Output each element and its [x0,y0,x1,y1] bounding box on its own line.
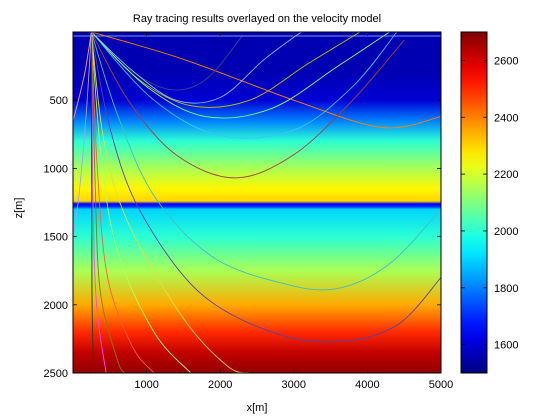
colorbar: 1600 1800 2000 2200 2400 2600 [460,31,518,374]
x-tick-label: 3000 [282,379,306,391]
colorbar-tick-label: 1600 [494,340,518,352]
ray-path-6 [91,32,398,139]
ray-path-11 [90,32,192,373]
ray-path-15 [90,32,95,373]
ray-path-12 [90,32,155,373]
x-axis-ticks: 1000 2000 3000 4000 5000 [134,32,453,391]
y-axis-label: z[m] [13,198,25,219]
colorbar-tick-label: 2000 [494,226,518,238]
ray-path-10 [90,32,250,373]
ray-path-17 [73,32,92,121]
y-tick-label: 1000 [44,163,68,175]
ray-path-9 [90,32,441,343]
ray-path-1 [91,32,441,129]
plot-frame [72,31,442,374]
x-axis-label: x[m] [247,402,268,414]
y-tick-label: 2500 [44,368,68,380]
colorbar-tick-label: 1800 [494,283,518,295]
y-tick-label: 1500 [44,232,68,244]
ray-path-2 [91,32,243,91]
y-tick-label: 500 [50,95,68,107]
ray-path-13 [90,32,125,373]
x-tick-label: 4000 [355,379,379,391]
ray-path-8 [90,32,441,291]
plot-area [72,31,442,374]
colorbar-tick-label: 2600 [494,55,518,67]
y-tick-label: 2000 [44,300,68,312]
x-tick-label: 1000 [134,379,158,391]
colorbar-tick-label: 2200 [494,169,518,181]
chart-title: Ray tracing results overlayed on the vel… [133,13,381,25]
ray-paths [73,32,441,373]
y-axis-ticks: 500 1000 1500 2000 2500 [44,95,441,380]
colorbar-tick-label: 2400 [494,112,518,124]
ray-path-5 [91,32,390,119]
x-tick-label: 2000 [208,379,232,391]
colorbar-ticks: 1600 1800 2000 2200 2400 2600 [461,55,518,352]
velocity-model-heatmap [73,32,441,373]
colorbar-scale [460,31,488,374]
x-tick-label: 5000 [429,379,453,391]
ray-path-7 [91,32,405,179]
ray-path-16 [73,32,92,237]
ray-path-3 [91,32,302,104]
